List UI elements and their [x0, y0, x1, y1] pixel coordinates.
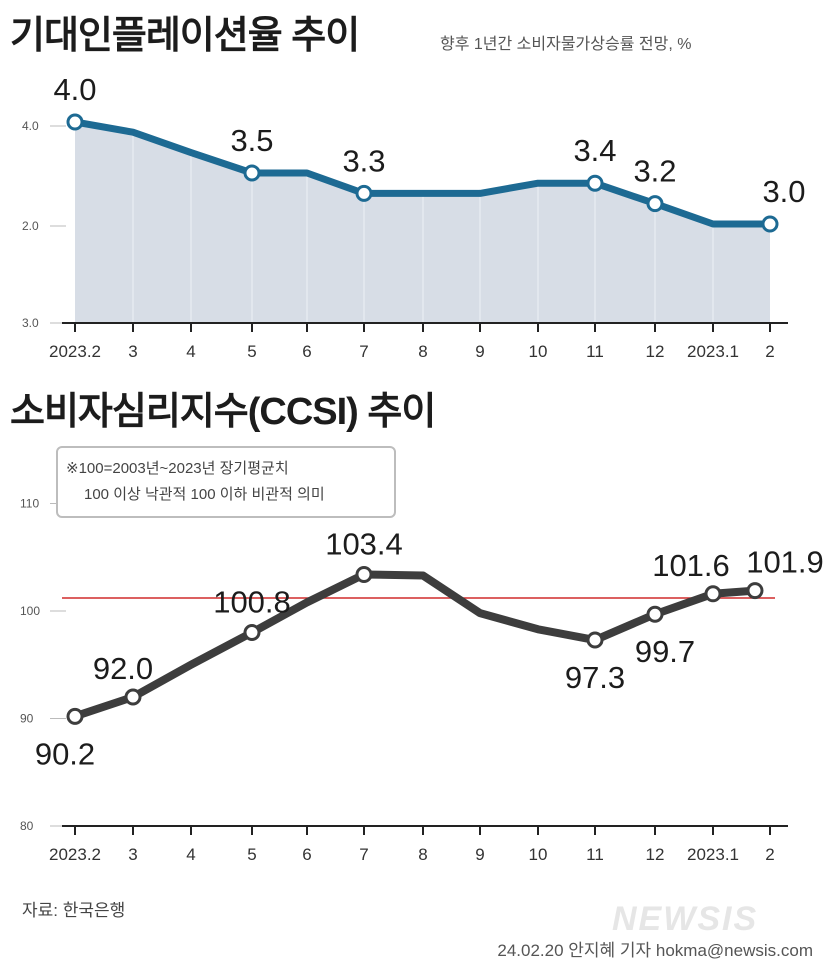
chart2-point	[586, 631, 604, 649]
chart1-x-label: 12	[646, 342, 665, 361]
chart1-data-label: 3.4	[573, 133, 616, 168]
chart2-point	[355, 565, 373, 583]
chart2-x-label: 8	[418, 845, 427, 864]
chart1-ytick: 2.0	[22, 219, 39, 233]
chart2-x-label: 4	[186, 845, 195, 864]
chart1-data-label: 3.3	[342, 143, 385, 178]
chart2-point	[66, 707, 84, 725]
chart1-x-label: 11	[586, 342, 604, 361]
chart2-x-label: 11	[586, 845, 604, 864]
chart2-data-label: 101.9	[746, 545, 824, 580]
chart1-point	[355, 184, 373, 202]
chart1-point	[761, 215, 779, 233]
chart1-x-label: 2023.2	[49, 342, 101, 361]
note-line-2: 100 이상 낙관적 100 이하 비관적 의미	[84, 486, 325, 503]
chart1-data-label: 4.0	[53, 72, 96, 107]
chart2-x-label: 10	[529, 845, 548, 864]
chart2-x-label: 7	[359, 845, 368, 864]
chart2-point	[746, 582, 764, 600]
chart1-data-label: 3.5	[230, 123, 273, 158]
chart2-point	[243, 624, 261, 641]
chart1-x-label: 2	[765, 342, 774, 361]
chart2-x-label: 9	[475, 845, 484, 864]
chart1-x-label: 10	[529, 342, 548, 361]
chart2-data-label: 92.0	[93, 651, 153, 686]
chart1-x-label: 5	[247, 342, 256, 361]
chart1-x-label: 8	[418, 342, 427, 361]
chart1-x-label: 9	[475, 342, 484, 361]
note-box: ※100=2003년~2023년 장기평균치 100 이상 낙관적 100 이하…	[56, 446, 396, 518]
chart2-x-label: 2023.2	[49, 845, 101, 864]
chart1-ytick: 3.0	[22, 316, 39, 330]
chart1-x-label: 6	[302, 342, 311, 361]
chart1-title: 기대인플레이션율 추이	[10, 15, 360, 57]
chart2-data-label: 90.2	[35, 736, 95, 771]
chart2-title: 소비자심리지수(CCSI) 추이	[10, 391, 436, 433]
chart1-data-label: 3.2	[633, 154, 676, 189]
chart1-subtitle: 향후 1년간 소비자물가상승률 전망, %	[440, 36, 692, 53]
chart2-x-label: 2	[765, 845, 774, 864]
chart1-ytick: 4.0	[22, 119, 39, 133]
chart1-x-label: 7	[359, 342, 368, 361]
chart2-ytick: 80	[20, 819, 34, 833]
chart1-point	[243, 164, 261, 182]
chart2-data-label: 100.8	[213, 585, 291, 620]
chart1-point	[646, 195, 664, 213]
chart2-x-label: 12	[646, 845, 665, 864]
chart1-point	[66, 113, 84, 131]
chart1-data-label: 3.0	[762, 174, 805, 209]
chart2-data-label: 103.4	[325, 526, 403, 561]
inflation-expectation-chart: 4.0 2.0 3.0 2023.2 3 4 5 6 7 8 9 10 11 12 2023.1 2 4.0 3.…	[22, 72, 806, 361]
chart2-x-label: 2023.1	[687, 845, 739, 864]
chart1-x-label: 3	[128, 342, 137, 361]
chart2-ytick: 100	[20, 604, 40, 618]
chart2-x-label: 6	[302, 845, 311, 864]
chart2-point	[646, 605, 664, 623]
credit-text: 24.02.20 안지혜 기자 hokma@newsis.com	[497, 941, 813, 960]
chart1-point	[586, 174, 604, 192]
chart2-point	[704, 585, 722, 603]
chart2-x-label: 5	[247, 845, 256, 864]
chart2-x-label: 3	[128, 845, 137, 864]
chart2-point	[124, 688, 142, 706]
note-line-1: ※100=2003년~2023년 장기평균치	[66, 460, 289, 477]
chart2-data-label: 97.3	[565, 660, 625, 695]
chart2-ytick: 90	[20, 712, 34, 726]
source-text: 자료: 한국은행	[22, 901, 126, 920]
newsis-watermark: NEWSIS	[612, 900, 759, 938]
chart1-x-label: 2023.1	[687, 342, 739, 361]
chart2-data-label: 101.6	[652, 548, 730, 583]
ccsi-chart: 110 100 90 80 2023.2 3 4 5 6 7 8 9 10 11 12 2023.1 2 90.2…	[20, 497, 824, 865]
chart1-x-label: 4	[186, 342, 195, 361]
chart2-ytick: 110	[20, 497, 39, 511]
chart2-data-label: 99.7	[635, 634, 695, 669]
